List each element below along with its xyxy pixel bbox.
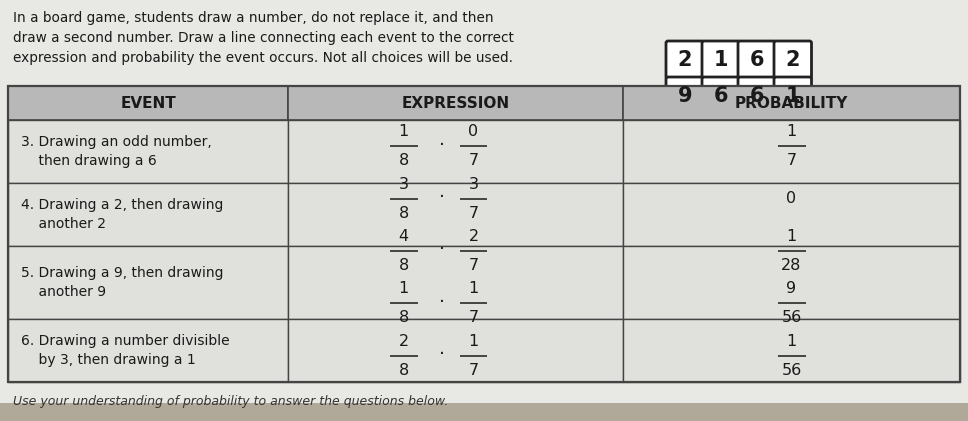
Text: 8: 8 <box>399 153 408 168</box>
Text: ·: · <box>439 136 444 155</box>
Text: 4. Drawing a 2, then drawing
    another 2: 4. Drawing a 2, then drawing another 2 <box>21 198 224 231</box>
Text: 7: 7 <box>469 258 478 273</box>
Text: In a board game, students draw a number, do not replace it, and then
draw a seco: In a board game, students draw a number,… <box>13 11 514 65</box>
Text: PROBABILITY: PROBABILITY <box>735 96 848 110</box>
Text: 1: 1 <box>713 50 728 70</box>
FancyBboxPatch shape <box>738 41 775 78</box>
Text: 56: 56 <box>781 310 802 325</box>
Bar <box>623 120 960 183</box>
Text: 1: 1 <box>399 124 408 139</box>
Text: 1: 1 <box>469 334 478 349</box>
Text: 7: 7 <box>786 153 797 168</box>
Text: 7: 7 <box>469 363 478 378</box>
Bar <box>623 183 960 246</box>
Bar <box>623 86 960 120</box>
Text: 3: 3 <box>399 176 408 192</box>
Bar <box>288 319 623 382</box>
Text: 3. Drawing an odd number,
    then drawing a 6: 3. Drawing an odd number, then drawing a… <box>21 135 212 168</box>
Bar <box>8 120 288 183</box>
FancyBboxPatch shape <box>738 77 775 115</box>
FancyBboxPatch shape <box>774 41 811 78</box>
Text: 5. Drawing a 9, then drawing
    another 9: 5. Drawing a 9, then drawing another 9 <box>21 266 224 299</box>
Text: 3: 3 <box>469 176 478 192</box>
Text: 6: 6 <box>749 50 764 70</box>
Bar <box>288 183 623 246</box>
Text: Use your understanding of probability to answer the questions below.: Use your understanding of probability to… <box>13 395 448 408</box>
Text: 4: 4 <box>399 229 408 244</box>
Text: 1: 1 <box>786 229 797 244</box>
Text: 1: 1 <box>786 334 797 349</box>
FancyBboxPatch shape <box>666 77 704 115</box>
FancyBboxPatch shape <box>666 41 704 78</box>
Bar <box>288 246 623 319</box>
Text: 1: 1 <box>786 124 797 139</box>
Text: 8: 8 <box>399 363 408 378</box>
Text: EVENT: EVENT <box>120 96 176 110</box>
Text: 2: 2 <box>399 334 408 349</box>
Text: 1: 1 <box>399 281 408 296</box>
Text: 28: 28 <box>781 258 802 273</box>
Text: ·: · <box>439 293 444 312</box>
Text: 9: 9 <box>786 281 797 296</box>
Text: 7: 7 <box>469 153 478 168</box>
Text: ·: · <box>439 345 444 364</box>
Text: 8: 8 <box>399 205 408 221</box>
Text: 8: 8 <box>399 258 408 273</box>
Text: ·: · <box>439 188 444 207</box>
Text: 2: 2 <box>785 50 800 70</box>
Text: 1: 1 <box>469 281 478 296</box>
FancyBboxPatch shape <box>774 77 811 115</box>
Bar <box>8 183 288 246</box>
Text: 1: 1 <box>785 86 800 106</box>
Bar <box>8 86 288 120</box>
Text: 7: 7 <box>469 310 478 325</box>
Text: 56: 56 <box>781 363 802 378</box>
Text: 6: 6 <box>713 86 728 106</box>
Text: 2: 2 <box>469 229 478 244</box>
Bar <box>623 246 960 319</box>
Text: 9: 9 <box>678 86 692 106</box>
Text: EXPRESSION: EXPRESSION <box>402 96 509 110</box>
Text: 6: 6 <box>749 86 764 106</box>
Text: 7: 7 <box>469 205 478 221</box>
Text: 2: 2 <box>678 50 692 70</box>
Text: 0: 0 <box>786 191 797 206</box>
Bar <box>8 246 288 319</box>
Text: 8: 8 <box>399 310 408 325</box>
Bar <box>288 120 623 183</box>
Bar <box>8 319 288 382</box>
Text: 0: 0 <box>469 124 478 139</box>
FancyBboxPatch shape <box>702 77 740 115</box>
Text: ·: · <box>439 240 444 259</box>
Text: 6. Drawing a number divisible
    by 3, then drawing a 1: 6. Drawing a number divisible by 3, then… <box>21 334 229 367</box>
FancyBboxPatch shape <box>702 41 740 78</box>
Bar <box>623 319 960 382</box>
Bar <box>288 86 623 120</box>
Bar <box>8 86 960 382</box>
